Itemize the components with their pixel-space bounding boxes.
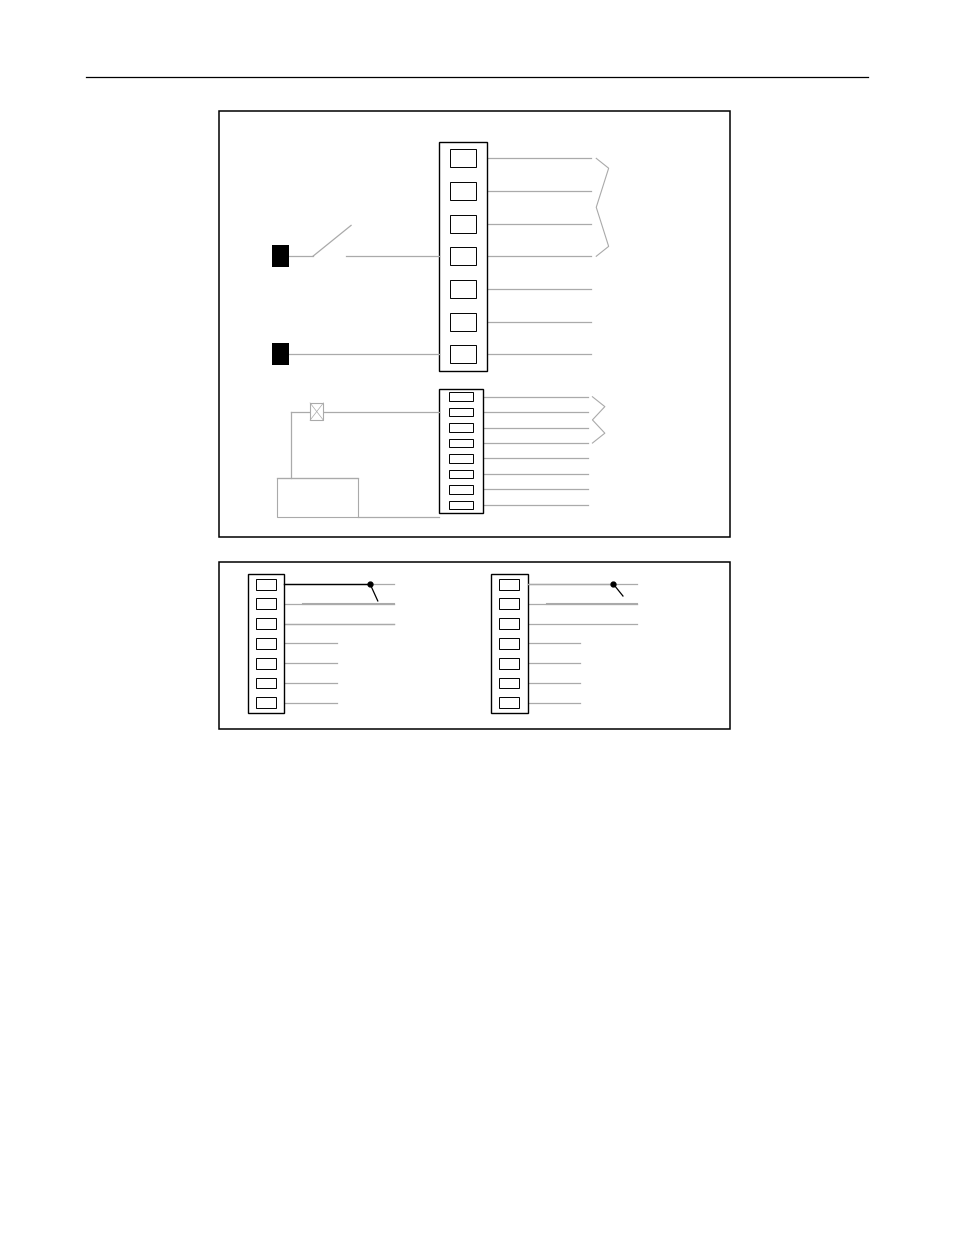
Bar <box>256 678 275 688</box>
Bar <box>256 698 275 708</box>
Bar <box>448 485 473 494</box>
Bar <box>272 245 289 268</box>
Bar <box>248 574 284 713</box>
Bar <box>499 579 518 589</box>
Bar <box>499 678 518 688</box>
Bar <box>449 346 476 363</box>
Bar <box>499 599 518 609</box>
Bar <box>449 280 476 298</box>
Bar <box>499 619 518 629</box>
Bar <box>438 142 486 370</box>
Bar <box>256 599 275 609</box>
Bar <box>448 424 473 432</box>
Bar <box>256 658 275 668</box>
Bar <box>438 389 482 513</box>
Bar <box>219 562 729 729</box>
Bar <box>219 111 729 537</box>
Bar <box>449 182 476 200</box>
Bar <box>499 698 518 708</box>
Bar <box>449 149 476 167</box>
Bar <box>448 393 473 401</box>
Bar <box>499 638 518 648</box>
Bar <box>499 658 518 668</box>
Bar <box>448 454 473 463</box>
Bar <box>272 343 289 366</box>
Bar <box>449 215 476 232</box>
Bar <box>448 469 473 478</box>
Bar <box>256 638 275 648</box>
Bar <box>276 478 357 517</box>
Bar <box>256 619 275 629</box>
Bar <box>310 403 323 420</box>
Bar <box>256 579 275 589</box>
Bar <box>448 408 473 416</box>
Bar <box>491 574 527 713</box>
Bar <box>448 438 473 447</box>
Bar <box>448 500 473 509</box>
Bar <box>449 312 476 331</box>
Bar <box>449 247 476 266</box>
